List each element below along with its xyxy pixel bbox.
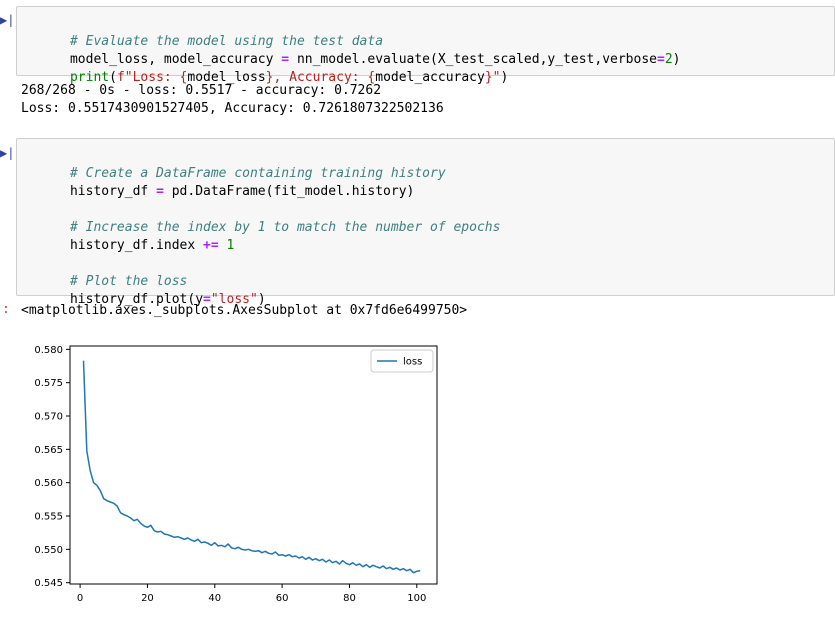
- loss-chart: 0.545 0.550 0.555 0.560 0.565 0.570 0.575 0.580…: [20, 336, 460, 612]
- code-text: ): [257, 292, 266, 307]
- code-text: (: [109, 70, 117, 85]
- code-line: history_df = pd.DataFrame(fit_model.hist…: [23, 165, 414, 199]
- cell-output-line: 268/268 - 0s - loss: 0.5517 - accuracy: …: [21, 83, 382, 98]
- code-text: [219, 238, 227, 253]
- y-tick-label: 0.560: [34, 478, 63, 489]
- y-tick-label: 0.580: [34, 345, 63, 356]
- code-text: ): [672, 52, 681, 67]
- code-cell-evaluate[interactable]: ▶| # Evaluate the model using the test d…: [0, 4, 835, 116]
- code-text: nn_model.evaluate(X_test_scaled,y_test,v…: [289, 52, 657, 67]
- x-tick-label: 100: [407, 593, 426, 604]
- x-tick-label: 60: [276, 593, 289, 604]
- code-line: # Create a DataFrame containing training…: [23, 147, 446, 181]
- code-operator: +=: [203, 238, 219, 253]
- code-text: pd.DataFrame(fit_model.history): [163, 184, 415, 199]
- code-string: }": [484, 70, 501, 85]
- code-text: history_df.plot(y: [69, 292, 204, 307]
- code-input-evaluate[interactable]: # Evaluate the model using the test data…: [16, 6, 835, 85]
- code-string: "loss": [210, 292, 258, 307]
- y-tick-label: 0.565: [34, 445, 63, 456]
- code-comment: # Plot the loss: [69, 274, 188, 289]
- y-tick-label: 0.555: [34, 512, 63, 523]
- legend-box: [370, 349, 434, 373]
- code-text: ): [500, 70, 509, 85]
- code-text: model_accuracy: [375, 70, 485, 85]
- code-string: }, Accuracy: {: [265, 70, 376, 85]
- x-tick-label: 20: [141, 593, 154, 604]
- cell-output-repr: <matplotlib.axes._subplots.AxesSubplot a…: [21, 303, 468, 318]
- code-line: print(f"Loss: {model_loss}, Accuracy: {m…: [23, 51, 508, 85]
- y-tick-label: 0.570: [34, 412, 63, 423]
- x-tick-label: 40: [208, 593, 221, 604]
- code-comment: # Increase the index by 1 to match the n…: [69, 220, 501, 235]
- output-prompt: :: [2, 302, 10, 317]
- code-line: history_df.index += 1: [23, 219, 234, 253]
- code-input-history[interactable]: # Create a DataFrame containing training…: [16, 138, 835, 307]
- y-tick-label: 0.575: [34, 378, 63, 389]
- run-cell-icon[interactable]: ▶|: [0, 13, 15, 27]
- code-operator: =: [281, 52, 290, 67]
- y-tick-label: 0.550: [34, 545, 63, 556]
- code-number: 1: [226, 238, 235, 253]
- loss-chart-svg: 0.545 0.550 0.555 0.560 0.565 0.570 0.575 0.580…: [34, 345, 438, 604]
- code-text: history_df: [69, 184, 157, 199]
- x-tick-label: 80: [343, 593, 356, 604]
- code-line: # Evaluate the model using the test data: [23, 15, 383, 49]
- run-cell-icon[interactable]: ▶|: [0, 146, 15, 160]
- cell-output-line: Loss: 0.5517430901527405, Accuracy: 0.72…: [21, 101, 444, 116]
- legend-label: loss: [403, 357, 422, 368]
- code-text: history_df.index: [69, 238, 204, 253]
- code-comment: # Evaluate the model using the test data: [69, 34, 384, 49]
- code-operator: =: [156, 184, 164, 199]
- code-line: model_loss, model_accuracy = nn_model.ev…: [23, 33, 681, 67]
- code-cell-history[interactable]: ▶| # Create a DataFrame containing train…: [0, 136, 835, 616]
- code-text: model_loss: [187, 70, 266, 85]
- code-operator: =: [656, 52, 665, 67]
- x-tick-label: 0: [77, 593, 83, 604]
- y-tick-label: 0.545: [34, 578, 63, 589]
- plot-frame: [69, 345, 438, 585]
- code-comment: # Create a DataFrame containing training…: [69, 166, 446, 181]
- code-operator: =: [203, 292, 211, 307]
- code-line: # Increase the index by 1 to match the n…: [23, 201, 500, 235]
- loss-series-line: [82, 360, 421, 574]
- code-line: history_df.plot(y="loss"): [23, 273, 266, 307]
- code-keyword: print: [69, 70, 110, 85]
- code-line: # Plot the loss: [23, 255, 187, 289]
- code-string: f"Loss: {: [116, 70, 188, 85]
- code-text: model_loss, model_accuracy: [69, 52, 282, 67]
- code-number: 2: [664, 52, 673, 67]
